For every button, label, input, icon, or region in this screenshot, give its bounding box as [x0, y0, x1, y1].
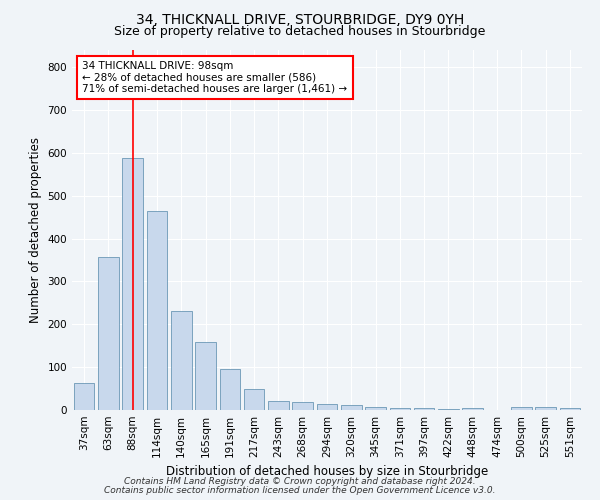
Bar — [535, 406, 556, 410]
Bar — [414, 408, 434, 410]
Bar — [74, 384, 94, 410]
Text: Contains HM Land Registry data © Crown copyright and database right 2024.: Contains HM Land Registry data © Crown c… — [124, 477, 476, 486]
Text: Size of property relative to detached houses in Stourbridge: Size of property relative to detached ho… — [115, 25, 485, 38]
Bar — [171, 312, 191, 410]
Bar — [244, 390, 265, 410]
Y-axis label: Number of detached properties: Number of detached properties — [29, 137, 42, 323]
Bar — [195, 342, 216, 410]
Bar — [122, 158, 143, 410]
Bar — [438, 408, 459, 410]
Bar — [292, 402, 313, 410]
Bar — [146, 210, 167, 410]
X-axis label: Distribution of detached houses by size in Stourbridge: Distribution of detached houses by size … — [166, 466, 488, 478]
Bar — [463, 408, 483, 410]
Bar — [511, 406, 532, 410]
Text: 34 THICKNALL DRIVE: 98sqm
← 28% of detached houses are smaller (586)
71% of semi: 34 THICKNALL DRIVE: 98sqm ← 28% of detac… — [82, 61, 347, 94]
Bar — [268, 400, 289, 410]
Bar — [560, 408, 580, 410]
Bar — [365, 406, 386, 410]
Bar — [389, 408, 410, 410]
Text: 34, THICKNALL DRIVE, STOURBRIDGE, DY9 0YH: 34, THICKNALL DRIVE, STOURBRIDGE, DY9 0Y… — [136, 12, 464, 26]
Text: Contains public sector information licensed under the Open Government Licence v3: Contains public sector information licen… — [104, 486, 496, 495]
Bar — [220, 369, 240, 410]
Bar — [341, 405, 362, 410]
Bar — [317, 404, 337, 410]
Bar — [98, 257, 119, 410]
